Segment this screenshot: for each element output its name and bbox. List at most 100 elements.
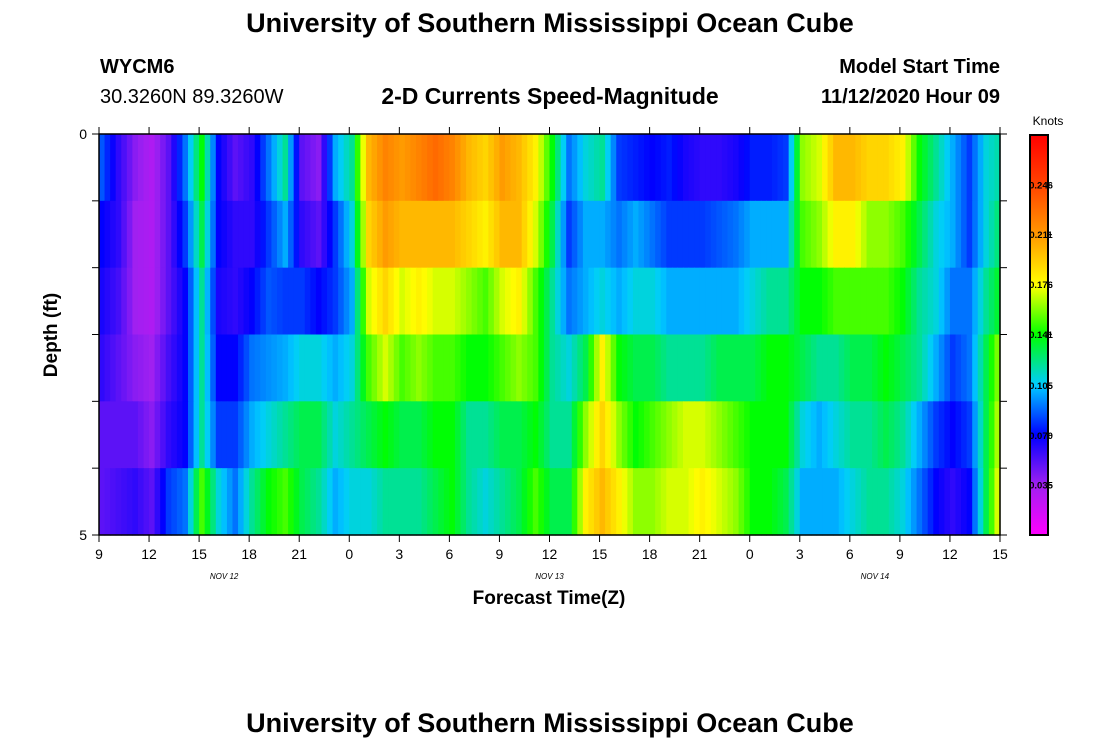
heatmap-cell [193, 134, 200, 202]
heatmap-cell [849, 134, 856, 202]
heatmap-cell [226, 200, 234, 269]
station-id: WYCM6 [100, 56, 175, 78]
heatmap-cell [994, 134, 1001, 202]
heatmap-cell [382, 401, 389, 469]
heatmap-cell [883, 468, 890, 536]
heatmap-cell [477, 134, 484, 202]
model-start-label: Model Start Time [839, 56, 1000, 78]
heatmap-cell [232, 200, 239, 269]
heatmap-cell [860, 200, 868, 269]
heatmap-cell [327, 468, 334, 536]
heatmap-cell [382, 134, 389, 202]
heatmap-cell [738, 200, 745, 269]
heatmap-cell [705, 401, 712, 469]
heatmap-cell [104, 401, 111, 469]
heatmap-cell [688, 468, 695, 536]
colorbar-tick-label: 0.105 [1029, 381, 1053, 392]
heatmap-cell [694, 401, 701, 469]
heatmap-cell [716, 200, 723, 269]
heatmap-cell [254, 267, 261, 336]
heatmap-cell [243, 200, 250, 269]
heatmap-cell [432, 134, 439, 202]
heatmap-cell [371, 401, 378, 469]
heatmap-cell [977, 200, 984, 269]
heatmap-cell [677, 134, 684, 202]
heatmap-cell [354, 401, 361, 469]
heatmap-cell [360, 334, 367, 402]
heatmap-cell [577, 468, 584, 536]
heatmap-cell [204, 134, 211, 202]
heatmap-cell [911, 468, 918, 536]
heatmap-cell [276, 468, 284, 536]
heatmap-cell [332, 134, 339, 202]
heatmap-cell [771, 134, 779, 202]
heatmap-cell [944, 200, 951, 269]
heatmap-cell [493, 468, 501, 536]
heatmap-cell [872, 200, 879, 269]
heatmap-cell [749, 267, 756, 336]
heatmap-cell [460, 200, 467, 269]
heatmap-cell [644, 200, 651, 269]
heatmap-cell [855, 334, 862, 402]
heatmap-cell [132, 267, 139, 336]
heatmap-cell [577, 267, 584, 336]
heatmap-cell [232, 134, 239, 202]
heatmap-cell [593, 200, 601, 269]
heatmap-cell [143, 200, 150, 269]
heatmap-cell [582, 200, 590, 269]
heatmap-cell [165, 200, 172, 269]
heatmap-cell [560, 267, 567, 336]
heatmap-cell [671, 401, 679, 469]
x-tick-label: 12 [542, 546, 558, 562]
heatmap-cell [460, 267, 467, 336]
heatmap-cell [399, 267, 406, 336]
heatmap-cell [949, 468, 957, 536]
heatmap-cell [760, 267, 768, 336]
heatmap-cell [688, 267, 695, 336]
heatmap-cell [176, 267, 184, 336]
heatmap-cell [977, 468, 984, 536]
heatmap-cell [849, 334, 856, 402]
heatmap-cell [955, 200, 962, 269]
heatmap-cell [149, 468, 156, 536]
heatmap-cell [449, 267, 456, 336]
heatmap-cell [99, 401, 106, 469]
heatmap-cell [304, 401, 311, 469]
heatmap-cell [310, 267, 317, 336]
heatmap-cell [838, 401, 845, 469]
heatmap-cell [226, 401, 234, 469]
heatmap-cell [677, 200, 684, 269]
heatmap-cell [393, 134, 400, 202]
heatmap-cell [644, 134, 651, 202]
heatmap-cell [866, 134, 873, 202]
heatmap-cell [649, 334, 656, 402]
heatmap-cell [399, 134, 406, 202]
heatmap-cell [555, 267, 562, 336]
heatmap-cell [238, 200, 245, 269]
heatmap-cell [632, 267, 640, 336]
heatmap-cell [833, 401, 840, 469]
heatmap-cell [427, 267, 434, 336]
heatmap-cell [783, 401, 790, 469]
heatmap-cell [488, 401, 495, 469]
heatmap-cell [827, 468, 834, 536]
heatmap-cell [855, 468, 862, 536]
heatmap-cell [199, 134, 206, 202]
heatmap-cell [110, 200, 117, 269]
heatmap-cell [137, 334, 145, 402]
heatmap-cell [143, 401, 150, 469]
heatmap-cell [499, 267, 506, 336]
heatmap-cell [983, 468, 990, 536]
heatmap-cell [532, 200, 539, 269]
heatmap-cell [966, 334, 973, 402]
heatmap-cell [210, 334, 217, 402]
heatmap-cell [883, 401, 890, 469]
heatmap-cell [810, 200, 818, 269]
heatmap-cell [894, 468, 901, 536]
heatmap-cell [388, 134, 395, 202]
heatmap-cell [705, 200, 712, 269]
colorbar-units-label: Knots [1033, 114, 1064, 128]
y-axis-label: Depth (ft) [41, 293, 62, 377]
heatmap-cell [365, 267, 373, 336]
heatmap-cell [471, 401, 478, 469]
